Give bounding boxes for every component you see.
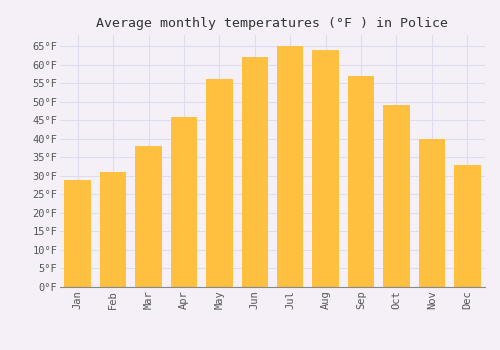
Bar (418, 139, 445, 287)
Bar (100, 172, 126, 287)
Bar (206, 79, 233, 287)
Bar (277, 46, 303, 287)
Bar (64, 180, 91, 287)
Title: Average monthly temperatures (°F ) in Police: Average monthly temperatures (°F ) in Po… (96, 17, 448, 30)
Bar (454, 165, 480, 287)
Bar (242, 57, 268, 287)
Bar (170, 117, 197, 287)
Bar (136, 146, 162, 287)
Bar (348, 76, 374, 287)
Bar (312, 50, 339, 287)
Bar (383, 105, 409, 287)
